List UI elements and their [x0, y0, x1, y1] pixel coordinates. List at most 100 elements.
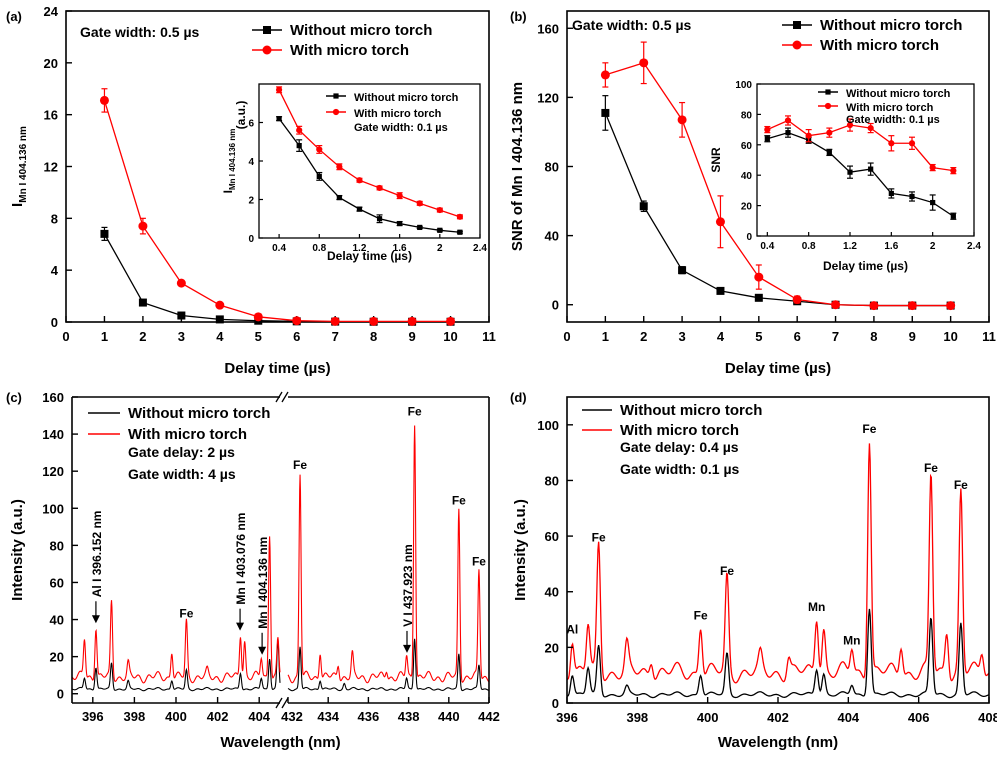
- x-axis-label: Delay time (µs): [725, 360, 831, 377]
- data-point: [867, 124, 874, 132]
- axis-break-mark: [275, 391, 283, 403]
- data-point: [275, 86, 283, 93]
- data-point: [436, 206, 443, 214]
- data-point: [601, 108, 610, 117]
- inset-x-tick-label: 0.4: [272, 243, 286, 254]
- series-line: [767, 119, 954, 172]
- x-tick-label: 5: [255, 329, 262, 344]
- data-point: [407, 316, 417, 326]
- y-tick-label: 40: [545, 585, 559, 600]
- x-tick-label: 442: [478, 709, 500, 724]
- x-tick-label: 396: [556, 710, 578, 725]
- x-tick-label: 10: [943, 329, 957, 344]
- data-point: [456, 213, 464, 220]
- data-point: [296, 127, 303, 134]
- inset-y-axis-label: IMn I 404.136 nm: [221, 129, 237, 194]
- spectrum-line: [566, 608, 990, 699]
- x-tick-label: 11: [482, 329, 496, 344]
- legend-label: With micro torch: [846, 102, 934, 114]
- y-axis-label-main: I: [9, 203, 26, 207]
- x-tick-label: 2: [139, 329, 146, 344]
- data-point: [909, 193, 915, 200]
- peak-annotation: Fe: [408, 404, 422, 418]
- legend-label: Without micro torch: [620, 402, 762, 419]
- data-point: [397, 220, 403, 227]
- x-tick-label: 438: [398, 709, 420, 724]
- legend-label: Without micro torch: [846, 88, 951, 100]
- inset-x-tick-label: 0.4: [760, 241, 774, 252]
- data-point: [296, 143, 302, 149]
- panel-c: (c) 396 398 400 402 404 432 434 436 438 440 442 0 20 4…: [6, 390, 500, 751]
- peak-annotation: Mn: [843, 634, 860, 648]
- x-tick-label: 400: [165, 709, 187, 724]
- legend-label: Without micro torch: [290, 22, 432, 39]
- data-point: [138, 298, 147, 307]
- panel-label: (a): [6, 9, 22, 24]
- x-axis-label: Delay time (µs): [224, 360, 330, 377]
- data-point: [100, 229, 109, 238]
- peak-annotation: Fe: [720, 564, 734, 578]
- gate-width-note: Gate width: 0.1 µs: [620, 461, 740, 477]
- data-point: [888, 190, 894, 197]
- gate-note: Gate width: 0.5 µs: [572, 17, 692, 33]
- x-axis-label: Wavelength (nm): [220, 734, 340, 751]
- annotation-arrowhead: [91, 615, 100, 624]
- data-point: [356, 177, 363, 184]
- x-tick-label: 2: [640, 329, 647, 344]
- data-point: [396, 192, 403, 199]
- legend-label: With micro torch: [290, 42, 409, 59]
- inset-y-tick-label: 0: [248, 234, 254, 245]
- series-line: [278, 118, 460, 233]
- axis-break-mark: [281, 391, 289, 403]
- data-point: [950, 167, 957, 174]
- panel-label: (b): [510, 9, 527, 24]
- peak-annotation: Mn: [808, 600, 825, 614]
- data-point: [376, 184, 383, 192]
- inset-y-axis-label: SNR: [709, 147, 723, 173]
- peak-annotation: Fe: [472, 555, 486, 569]
- x-tick-label: 5: [755, 329, 762, 344]
- legend-marker: [824, 102, 832, 110]
- series-line: [605, 62, 951, 307]
- x-axis-label: Wavelength (nm): [718, 734, 838, 751]
- annotation-arrowhead: [236, 622, 245, 631]
- data-point: [764, 136, 770, 142]
- inset-y-tick-label: 60: [741, 141, 753, 152]
- x-tick-label: 1: [101, 329, 108, 344]
- x-tick-label: 398: [626, 710, 648, 725]
- data-point: [929, 164, 936, 171]
- x-tick-label: 6: [794, 329, 801, 344]
- y-tick-label: 40: [50, 613, 64, 628]
- peak-annotation: Al: [566, 622, 578, 636]
- y-axis-label: Intensity (a.u.): [9, 499, 26, 601]
- inset-x-tick-label: 0.8: [312, 243, 326, 254]
- data-point: [805, 132, 812, 139]
- inset-x-tick-label: 1.2: [353, 243, 367, 254]
- panel-label: (c): [6, 390, 22, 405]
- gate-note: Gate width: 0.5 µs: [80, 24, 200, 40]
- x-tick-label: 8: [870, 329, 877, 344]
- data-point: [330, 316, 340, 326]
- data-point: [457, 229, 463, 235]
- y-tick-label: 80: [545, 473, 559, 488]
- data-point: [792, 295, 802, 305]
- y-tick-label: 0: [57, 687, 64, 702]
- inset-gate-note: Gate width: 0.1 µs: [354, 122, 448, 134]
- x-tick-label: 436: [358, 709, 380, 724]
- y-tick-label: 16: [44, 108, 58, 123]
- data-point: [888, 140, 895, 147]
- axis-break-mark: [275, 697, 283, 709]
- peak-annotation: V I 437.923 nm: [401, 544, 415, 627]
- x-tick-label: 434: [317, 709, 339, 724]
- data-point: [826, 129, 833, 136]
- data-point: [715, 217, 725, 227]
- y-tick-label: 8: [51, 211, 58, 226]
- data-point: [754, 272, 764, 282]
- spectrum-line: [287, 638, 490, 692]
- x-tick-label: 402: [767, 710, 789, 725]
- y-axis-label: SNR of Mn I 404.136 nm: [509, 82, 526, 251]
- x-tick-label: 1: [602, 329, 609, 344]
- data-point: [847, 169, 853, 175]
- x-tick-label: 9: [909, 329, 916, 344]
- x-tick-label: 402: [207, 709, 229, 724]
